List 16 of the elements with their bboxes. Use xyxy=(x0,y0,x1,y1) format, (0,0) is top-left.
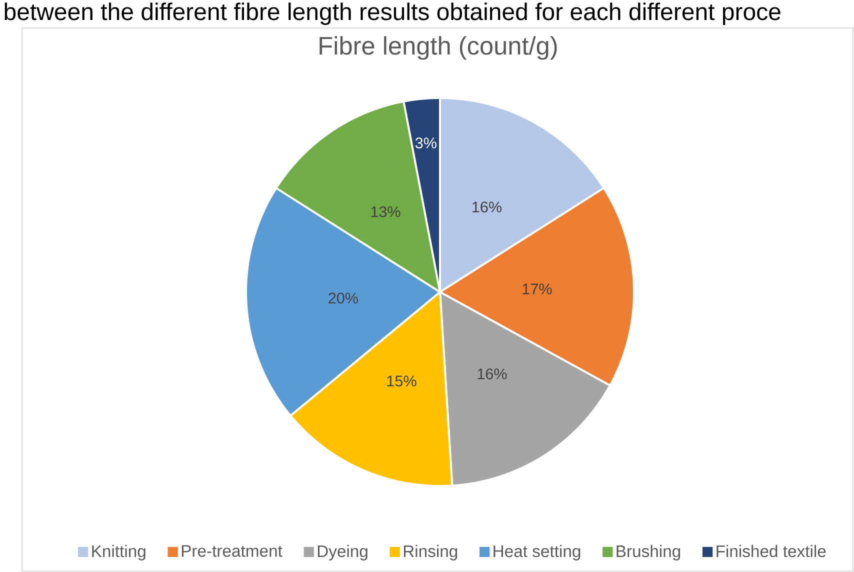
data-label: 13% xyxy=(371,206,400,218)
legend-label: Brushing xyxy=(616,544,680,560)
data-label: 17% xyxy=(522,284,552,294)
data-label: 16% xyxy=(472,202,502,212)
data-label: 15% xyxy=(387,376,416,386)
data-label: 20% xyxy=(328,292,358,304)
legend-label: Dyeing xyxy=(318,544,368,560)
data-label: 16% xyxy=(478,368,507,380)
legend-label: Heat setting xyxy=(494,544,580,560)
legend-label: Rinsing xyxy=(404,544,458,560)
data-label: 3% xyxy=(415,138,436,148)
chart-title: Fibre length (count/g) xyxy=(320,36,557,60)
legend-label: Finished textile xyxy=(716,544,826,558)
legend-label: Pre-treatment xyxy=(182,545,282,557)
text: between the different fibre length results obtained for each different proce xyxy=(4,2,780,25)
legend-label: Knitting xyxy=(92,544,146,560)
